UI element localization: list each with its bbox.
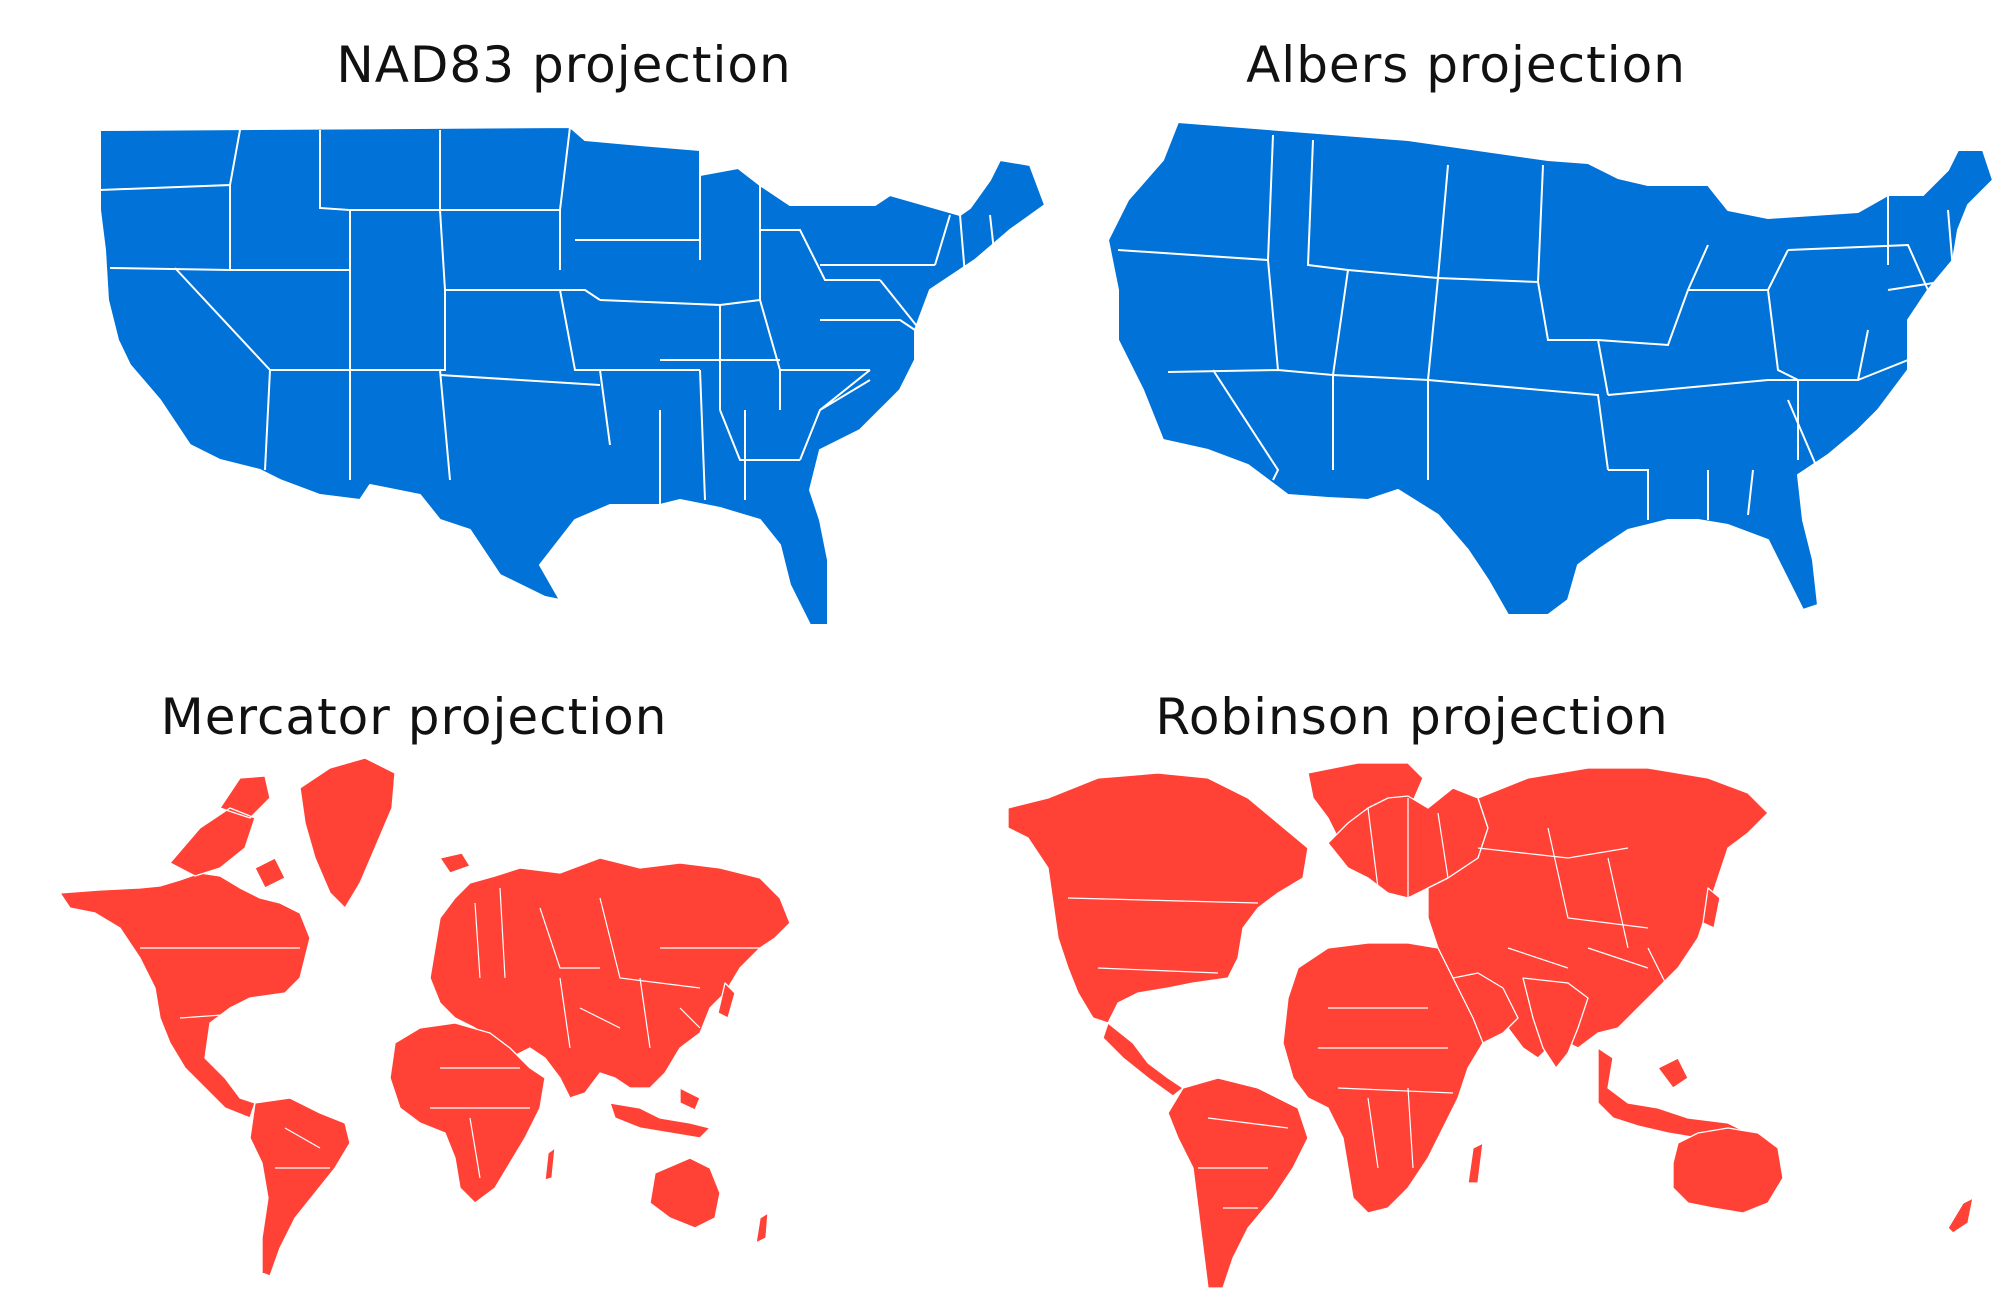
panel-title: Robinson projection bbox=[1155, 688, 1669, 746]
panel-albers: Albers projection bbox=[1008, 0, 2016, 648]
arctic-islands bbox=[169, 775, 286, 889]
madagascar bbox=[1467, 1142, 1484, 1184]
panel-title: NAD83 projection bbox=[336, 36, 792, 94]
central-america bbox=[1102, 1022, 1184, 1097]
panel-robinson: Robinson projection bbox=[1007, 648, 2016, 1296]
asia bbox=[1427, 767, 1769, 1059]
north-america bbox=[1007, 772, 1309, 1024]
iceland bbox=[439, 852, 471, 874]
africa bbox=[1282, 942, 1494, 1214]
southeast-asia bbox=[609, 1087, 711, 1139]
us-map-albers bbox=[1107, 121, 1994, 616]
south-america bbox=[249, 1097, 351, 1277]
madagascar bbox=[544, 1147, 556, 1181]
panel-title: Mercator projection bbox=[160, 688, 668, 746]
us-map-nad83 bbox=[99, 126, 1046, 626]
panel-mercator: Mercator projection bbox=[0, 648, 1008, 1296]
panel-title: Albers projection bbox=[1246, 36, 1686, 94]
south-america bbox=[1167, 1077, 1309, 1289]
world-map-mercator bbox=[59, 757, 791, 1277]
us-state-borders bbox=[1117, 134, 1954, 520]
new-zealand bbox=[755, 1212, 769, 1244]
japan bbox=[1702, 887, 1721, 929]
north-america bbox=[59, 872, 311, 1119]
panel-nad83: NAD83 projection bbox=[0, 0, 1046, 648]
japan bbox=[717, 982, 736, 1019]
southeast-asia bbox=[1597, 1047, 1749, 1141]
australia bbox=[1672, 1127, 1784, 1214]
australia bbox=[649, 1157, 721, 1229]
arabia bbox=[1452, 972, 1519, 1044]
greenland bbox=[299, 757, 396, 909]
us-state-borders bbox=[99, 126, 996, 505]
country-borders bbox=[140, 887, 760, 1179]
country-borders bbox=[1067, 798, 1669, 1209]
us-landmass bbox=[1107, 121, 1994, 616]
us-landmass bbox=[99, 126, 1046, 626]
india bbox=[1522, 977, 1589, 1069]
eurasia bbox=[429, 857, 791, 1099]
world-map-robinson bbox=[1007, 762, 1974, 1289]
new-zealand bbox=[1947, 1197, 1974, 1234]
